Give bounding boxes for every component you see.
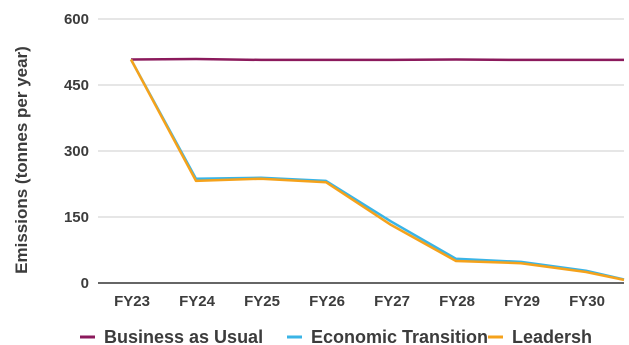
x-tick-label: FY24 xyxy=(179,293,216,310)
y-tick-label: 150 xyxy=(64,209,89,226)
grid-lines xyxy=(98,18,624,284)
series-line-leadership xyxy=(129,58,625,282)
series-line-economic-transition xyxy=(129,58,625,281)
legend: Business as Usual Economic Transition Lead… xyxy=(80,327,592,345)
x-tick-label: FY28 xyxy=(439,293,475,310)
x-tick-label: FY23 xyxy=(114,293,150,310)
x-tick-label: FY30 xyxy=(569,293,605,310)
y-tick-label: 450 xyxy=(64,77,89,94)
legend-label: Economic Transition xyxy=(311,327,488,345)
legend-label: Business as Usual xyxy=(104,327,263,345)
y-tick-label: 300 xyxy=(64,143,89,160)
y-tick-label: 0 xyxy=(81,275,89,292)
x-tick-label: FY25 xyxy=(244,293,280,310)
y-axis-ticks: 0 150 300 450 600 xyxy=(64,11,89,292)
legend-label: Leadersh xyxy=(512,327,592,345)
series-line-business-as-usual xyxy=(130,57,624,62)
series-lines xyxy=(129,57,625,282)
x-tick-label: FY29 xyxy=(504,293,540,310)
x-tick-label: FY27 xyxy=(374,293,410,310)
x-axis-ticks: FY23 FY24 FY25 FY26 FY27 FY28 FY29 FY30 xyxy=(114,293,605,310)
y-tick-label: 600 xyxy=(64,11,89,28)
x-tick-label: FY26 xyxy=(309,293,345,310)
y-axis-label: Emissions (tonnes per year) xyxy=(12,46,31,274)
